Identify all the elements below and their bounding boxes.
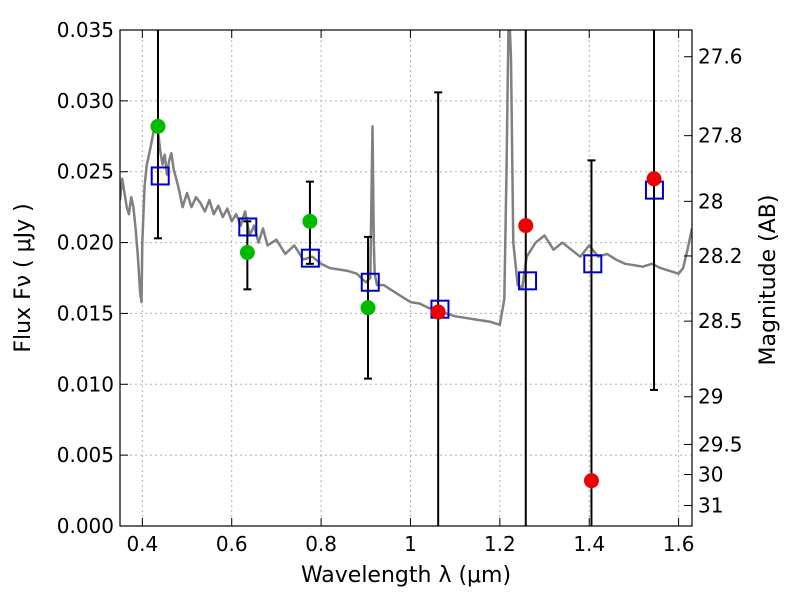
y2-tick-label: 28.5 xyxy=(698,309,743,333)
model-square xyxy=(300,248,320,268)
y-tick-label: 0.020 xyxy=(57,231,114,255)
y2-axis-label: Magnitude (AB) xyxy=(756,195,781,366)
x-tick-label: 1 xyxy=(404,532,417,556)
x-tick-label: 0.8 xyxy=(305,532,337,556)
observed-point xyxy=(518,218,534,234)
x-tick-label: 1.2 xyxy=(484,532,516,556)
y-tick-label: 0.025 xyxy=(57,160,114,184)
y2-tick-label: 28 xyxy=(698,189,723,213)
y2-tick-label: 30 xyxy=(698,463,723,487)
observed-point xyxy=(646,171,662,187)
y2-tick-label: 31 xyxy=(698,494,723,518)
observed-photometry xyxy=(150,118,662,489)
y-tick-label: 0.000 xyxy=(57,514,114,538)
y-tick-label: 0.015 xyxy=(57,301,114,325)
x-tick-label: 1.4 xyxy=(573,532,605,556)
y2-tick-label: 28.2 xyxy=(698,244,743,268)
model-square xyxy=(360,272,380,292)
y-tick-label: 0.010 xyxy=(57,372,114,396)
y2-tick-label: 29 xyxy=(698,385,723,409)
observed-point xyxy=(239,244,255,260)
model-square xyxy=(238,217,258,237)
y-axis-ticks: 0.000 0.005 0.010 0.015 0.020 0.025 0.030 0.035 xyxy=(57,18,128,538)
x-tick-label: 0.4 xyxy=(126,532,158,556)
y-tick-label: 0.005 xyxy=(57,443,114,467)
observed-point xyxy=(583,473,599,489)
y-tick-label: 0.035 xyxy=(57,18,114,42)
y2-axis-ticks: 27.6 27.8 28 28.2 28.5 29 29.5 30 31 xyxy=(684,45,743,518)
x-tick-label: 0.6 xyxy=(216,532,248,556)
y-axis-label: Flux Fν ( μJy ) xyxy=(11,203,36,352)
x-tick-label: 1.6 xyxy=(663,532,695,556)
x-axis-ticks: 0.4 0.6 0.8 1 1.2 1.4 1.6 xyxy=(126,30,695,556)
observed-point xyxy=(360,300,376,316)
y2-tick-label: 27.8 xyxy=(698,124,743,148)
y2-tick-label: 27.6 xyxy=(698,45,743,69)
x-axis-label: Wavelength λ (μm) xyxy=(301,563,511,588)
y2-tick-label: 29.5 xyxy=(698,432,743,456)
observed-point xyxy=(150,118,166,134)
y-tick-label: 0.030 xyxy=(57,89,114,113)
observed-point xyxy=(302,213,318,229)
observed-point xyxy=(430,304,446,320)
model-square xyxy=(583,254,603,274)
plot-frame xyxy=(119,29,693,527)
model-square xyxy=(150,166,170,186)
model-square xyxy=(518,271,538,291)
